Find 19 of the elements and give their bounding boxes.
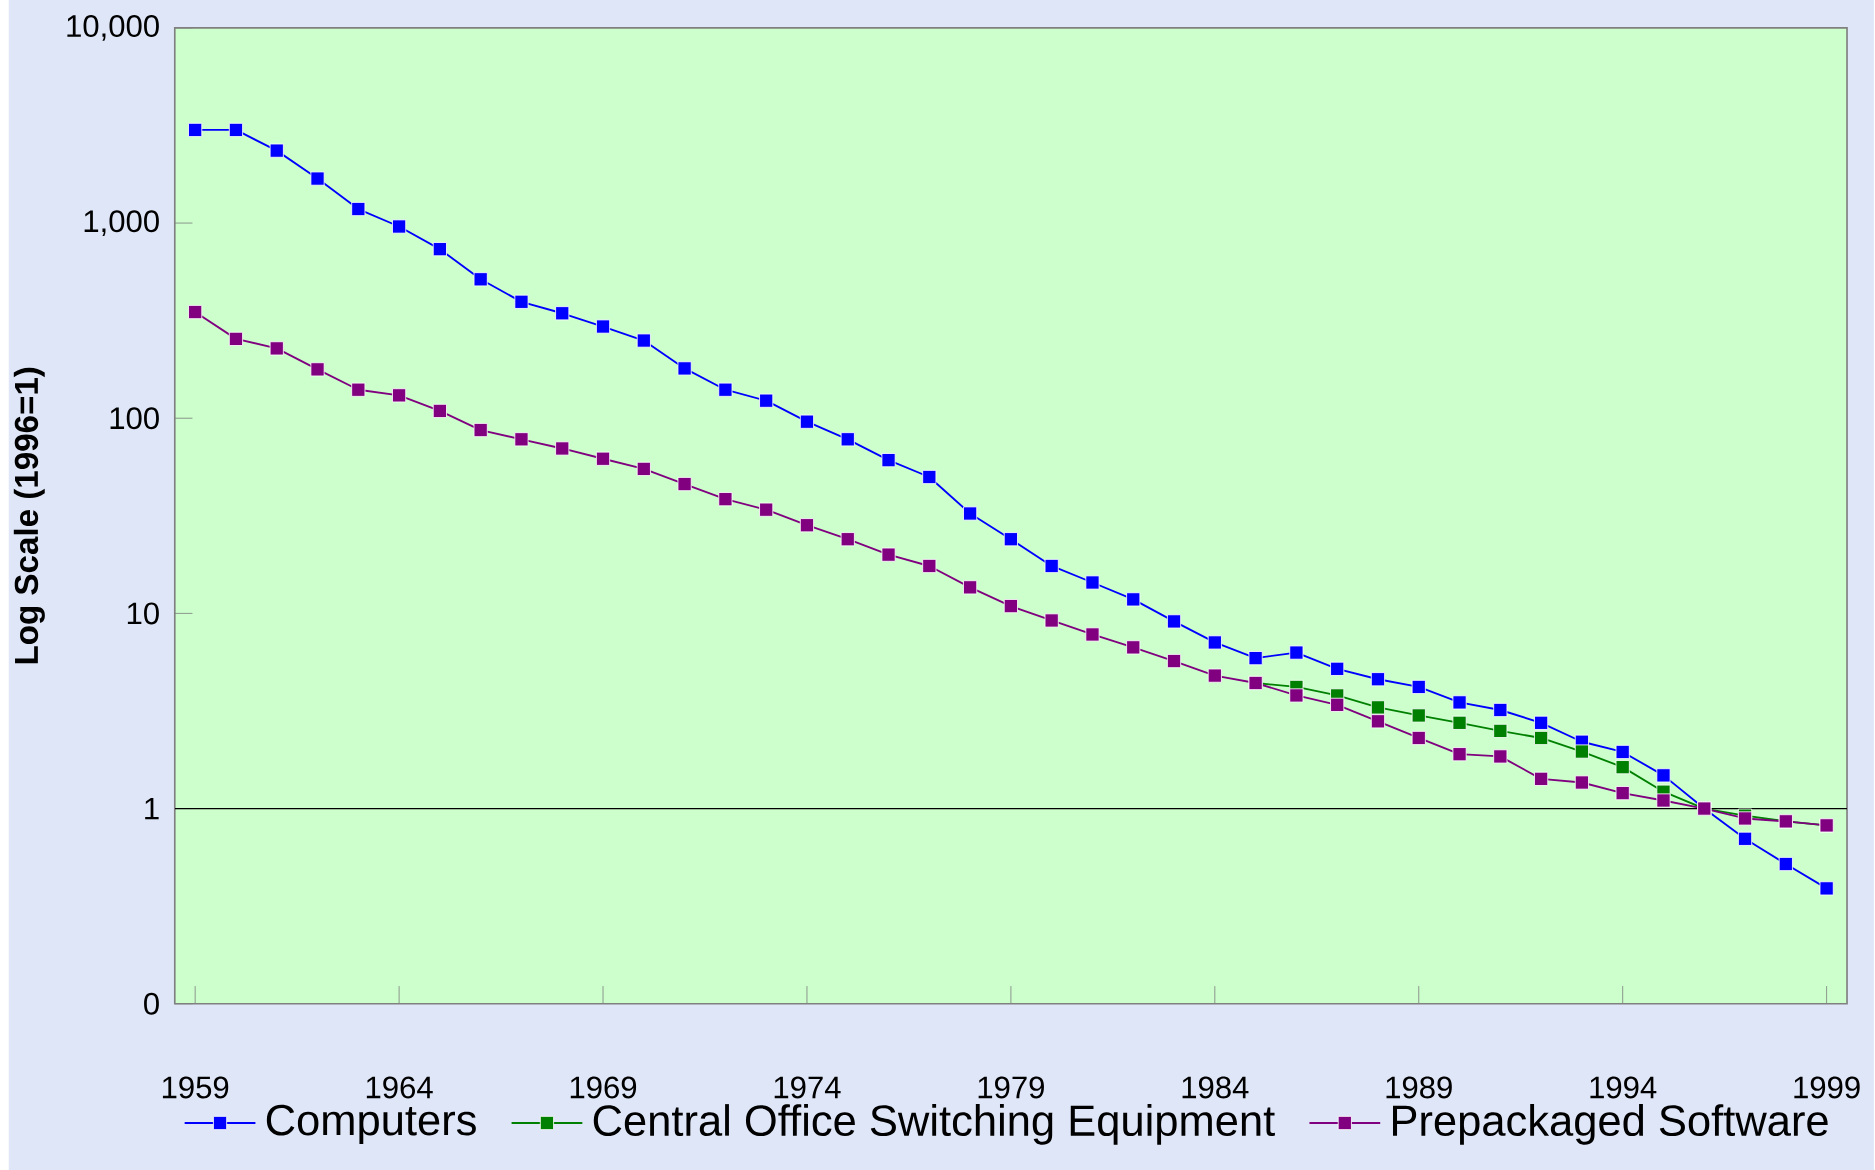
x-tick-label: 1964 [366, 1076, 433, 1099]
x-tick-label: 1979 [978, 1076, 1044, 1099]
x-tick-label: 1959 [162, 1076, 229, 1099]
legend-label: Prepackaged Software [1393, 1104, 1828, 1145]
x-tick-label: 1969 [570, 1076, 637, 1099]
x-tick-label: 1974 [774, 1076, 841, 1099]
y-tick-label: 10,000 [67, 15, 159, 41]
legend-label: Central Office Switching Equipment [593, 1104, 1275, 1145]
y-tick-label: 10 [127, 602, 159, 625]
legend-label: Computers [266, 1104, 476, 1145]
x-tick-label: 1999 [1794, 1076, 1860, 1099]
y-tick-label: 1,000 [84, 210, 159, 236]
x-tick-label: 1989 [1386, 1076, 1452, 1099]
y-axis-title: Log Scale (1996=1) [13, 367, 45, 664]
y-tick-label: 0 [144, 992, 159, 1015]
y-tick-label: 1 [145, 797, 159, 820]
y-tick-label: 100 [110, 407, 159, 430]
x-tick-label: 1994 [1590, 1076, 1657, 1099]
x-tick-label: 1984 [1182, 1076, 1249, 1099]
